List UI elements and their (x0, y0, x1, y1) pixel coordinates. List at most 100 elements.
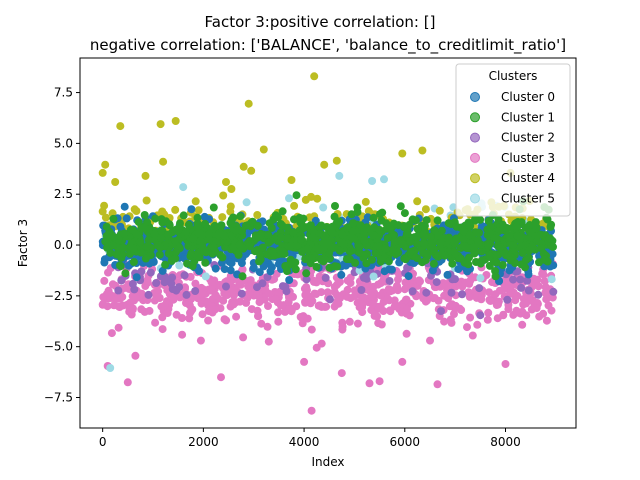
data-point-cluster-0 (404, 272, 413, 281)
data-point-cluster-3 (400, 285, 409, 294)
data-point-cluster-3 (499, 311, 508, 320)
data-point-cluster-4 (290, 201, 299, 210)
data-point-cluster-1 (171, 254, 180, 263)
data-point-cluster-2 (162, 276, 171, 284)
data-point-cluster-3 (301, 298, 310, 307)
data-point-cluster-2 (523, 276, 532, 285)
data-point-cluster-1 (386, 225, 395, 234)
data-point-cluster-3 (343, 285, 352, 294)
data-point-cluster-5 (547, 275, 556, 284)
data-point-cluster-1 (330, 212, 339, 221)
data-point-cluster-4 (320, 160, 329, 169)
data-point-cluster-1 (181, 227, 190, 236)
data-point-cluster-1 (378, 208, 387, 217)
data-point-cluster-1 (356, 221, 365, 230)
data-point-cluster-3 (379, 307, 388, 315)
data-point-cluster-2 (144, 290, 153, 299)
data-point-cluster-2 (152, 279, 161, 287)
data-point-cluster-3 (390, 296, 399, 305)
data-point-cluster-3 (345, 317, 354, 326)
data-point-cluster-3 (115, 303, 124, 311)
data-point-cluster-2 (408, 287, 417, 296)
data-point-cluster-1 (193, 223, 202, 231)
data-point-cluster-3 (211, 305, 220, 314)
data-point-cluster-1 (327, 228, 336, 237)
x-tick-label: 2000 (188, 435, 219, 449)
y-tick-label: −5.0 (44, 340, 73, 354)
data-point-cluster-1 (141, 254, 150, 263)
data-point-cluster-1 (349, 219, 358, 228)
data-point-cluster-3 (302, 290, 311, 298)
data-point-cluster-1 (470, 249, 479, 258)
data-point-cluster-1 (134, 218, 143, 226)
data-point-cluster-1 (102, 222, 111, 231)
data-point-cluster-1 (286, 242, 295, 251)
data-point-cluster-1 (282, 234, 291, 243)
data-point-cluster-1 (280, 249, 289, 258)
data-point-cluster-3 (207, 277, 216, 286)
data-point-cluster-3 (542, 316, 551, 325)
data-point-cluster-3 (365, 379, 374, 388)
legend-marker (470, 132, 480, 143)
data-point-cluster-3 (211, 291, 220, 300)
data-point-cluster-3 (196, 336, 205, 345)
data-point-cluster-1 (502, 224, 511, 232)
data-point-cluster-1 (408, 215, 417, 224)
data-point-cluster-3 (447, 318, 456, 327)
data-point-cluster-3 (178, 330, 187, 339)
data-point-cluster-1 (156, 243, 165, 252)
data-point-cluster-1 (157, 234, 165, 242)
data-point-cluster-1 (151, 214, 160, 223)
data-point-cluster-3 (232, 312, 241, 321)
data-point-cluster-1 (117, 253, 126, 262)
data-point-cluster-3 (522, 299, 531, 308)
data-point-cluster-3 (235, 297, 244, 306)
data-point-cluster-1 (158, 218, 167, 227)
x-axis-ticks: 0 2000 4000 6000 8000 (99, 428, 521, 449)
data-point-cluster-1 (498, 261, 507, 269)
data-point-cluster-4 (171, 205, 180, 214)
data-point-cluster-3 (229, 300, 238, 309)
data-point-cluster-1 (522, 256, 530, 264)
data-point-cluster-1 (208, 249, 217, 258)
data-point-cluster-3 (501, 360, 510, 368)
data-point-cluster-1 (277, 233, 286, 242)
data-point-cluster-1 (155, 250, 164, 259)
data-point-cluster-4 (398, 149, 407, 158)
legend-box (455, 63, 571, 217)
data-point-cluster-1 (406, 247, 415, 256)
data-point-cluster-3 (254, 312, 263, 321)
y-tick-label: 7.5 (54, 86, 73, 100)
data-point-cluster-3 (491, 290, 500, 299)
y-tick-label: 0.0 (54, 238, 73, 252)
data-point-cluster-4 (253, 211, 262, 219)
data-point-cluster-3 (343, 276, 352, 285)
data-point-cluster-1 (402, 229, 411, 238)
data-point-cluster-1 (303, 244, 312, 253)
data-point-cluster-2 (128, 279, 137, 288)
data-point-cluster-0 (120, 202, 129, 211)
data-point-cluster-1 (384, 257, 393, 266)
data-point-cluster-0 (211, 264, 220, 273)
data-point-cluster-1 (485, 252, 494, 261)
data-point-cluster-2 (534, 290, 543, 299)
data-point-cluster-3 (108, 280, 117, 289)
data-point-cluster-1 (338, 230, 347, 239)
data-point-cluster-1 (245, 242, 254, 251)
data-point-cluster-1 (546, 222, 555, 231)
data-point-cluster-3 (548, 293, 557, 302)
data-point-cluster-1 (319, 244, 328, 253)
x-tick-label: 6000 (390, 435, 421, 449)
legend-marker (470, 112, 480, 123)
data-point-cluster-3 (426, 336, 434, 345)
data-point-cluster-4 (191, 197, 200, 206)
data-point-cluster-2 (325, 295, 334, 304)
data-point-cluster-3 (473, 320, 482, 329)
data-point-cluster-3 (374, 319, 383, 328)
data-point-cluster-3 (274, 308, 283, 317)
data-point-cluster-1 (129, 258, 138, 266)
data-point-cluster-3 (402, 329, 411, 338)
data-point-cluster-0 (443, 270, 452, 279)
data-point-cluster-1 (109, 214, 118, 223)
